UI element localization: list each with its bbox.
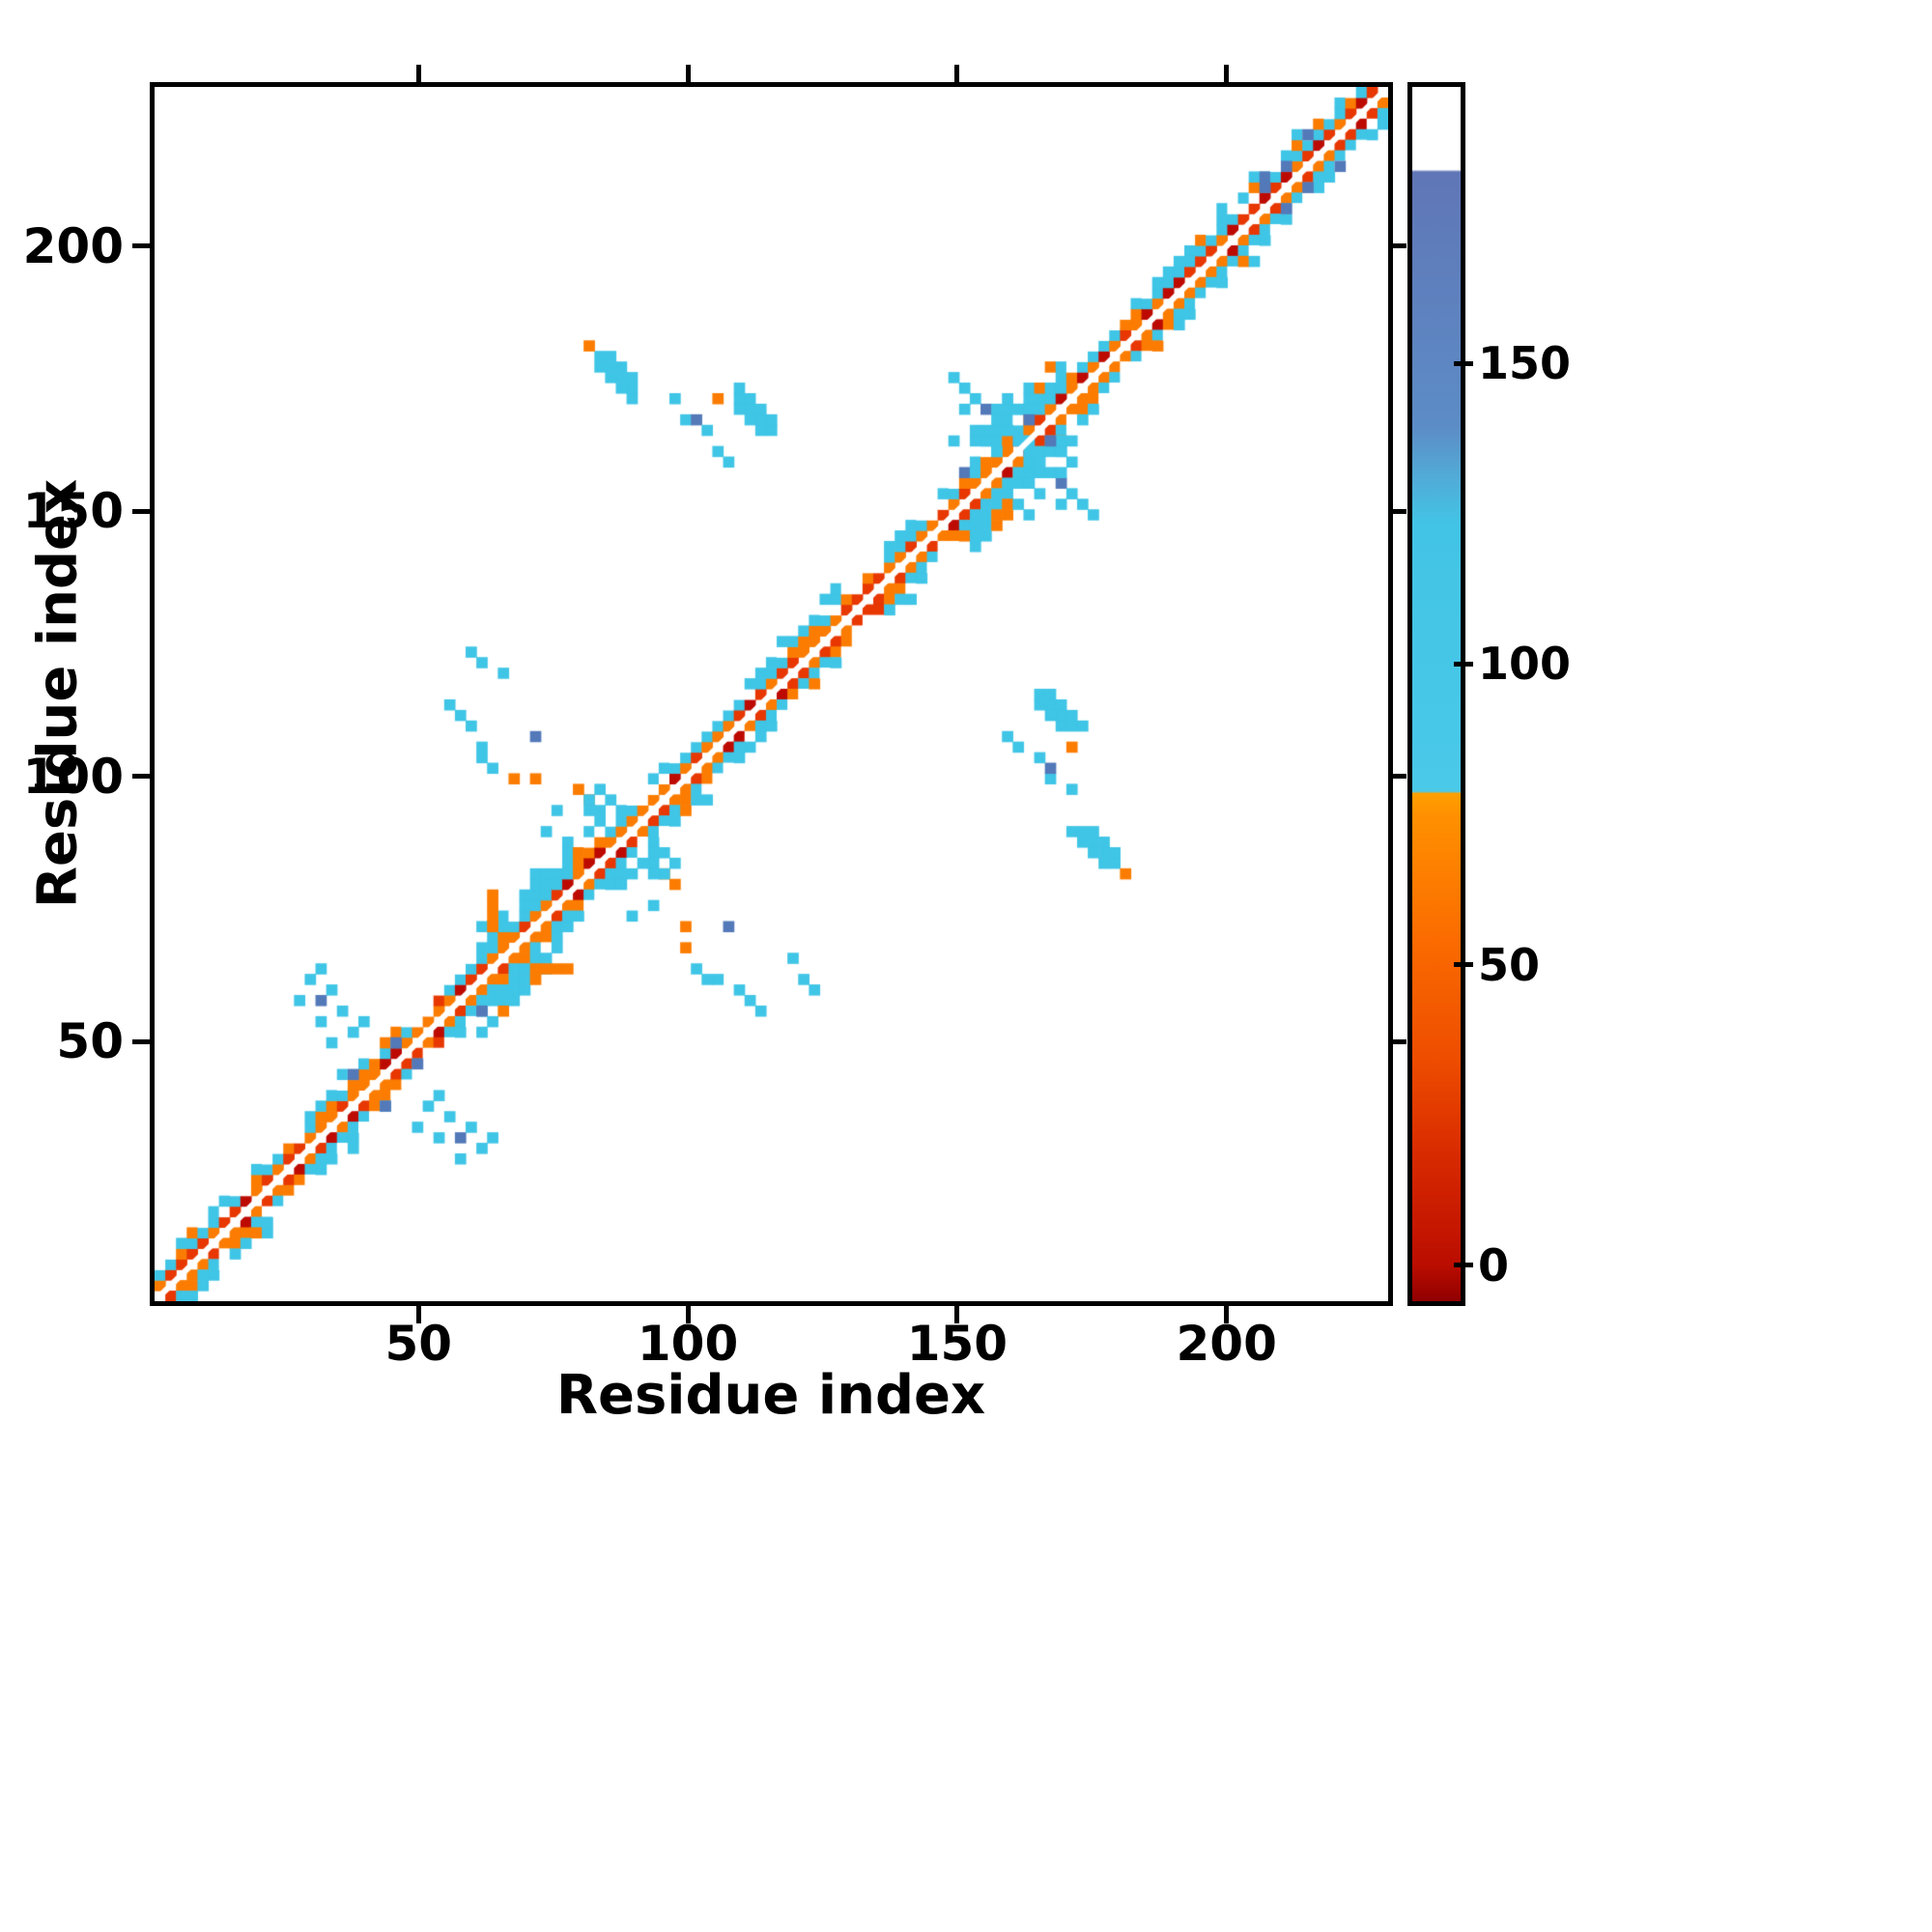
y-tick-mark-right bbox=[1393, 1038, 1406, 1044]
colorbar-tick-label-0: 0 bbox=[1478, 1238, 1510, 1292]
x-tick-mark bbox=[415, 1306, 421, 1323]
x-tick-mark-top bbox=[685, 65, 691, 82]
y-tick-mark-right bbox=[1393, 243, 1406, 249]
x-tick-mark-top bbox=[954, 65, 960, 82]
colorbar-tick-label-50: 50 bbox=[1478, 938, 1541, 991]
y-tick-mark bbox=[132, 1038, 150, 1044]
plot-area bbox=[150, 82, 1393, 1306]
colorbar-tick-mark bbox=[1454, 360, 1473, 366]
x-tick-mark-top bbox=[1224, 65, 1230, 82]
y-axis-label: Residue index bbox=[26, 478, 90, 909]
x-tick-label-50: 50 bbox=[384, 1316, 453, 1372]
y-tick-mark bbox=[132, 508, 150, 514]
x-tick-mark bbox=[685, 1306, 691, 1323]
y-tick-mark bbox=[132, 774, 150, 780]
colorbar-tick-mark bbox=[1454, 1263, 1473, 1268]
colorbar-tick-label-100: 100 bbox=[1478, 638, 1572, 691]
x-tick-label-100: 100 bbox=[637, 1316, 739, 1372]
y-tick-label-50: 50 bbox=[56, 1013, 124, 1070]
x-tick-label-200: 200 bbox=[1176, 1316, 1277, 1372]
y-tick-label-200: 200 bbox=[22, 217, 124, 274]
colorbar-tick-mark bbox=[1454, 661, 1473, 667]
x-tick-mark bbox=[954, 1306, 960, 1323]
y-tick-label-100: 100 bbox=[22, 748, 124, 805]
colorbar-tick-mark bbox=[1454, 962, 1473, 968]
y-tick-mark bbox=[132, 243, 150, 249]
colorbar-tick-label-150: 150 bbox=[1478, 337, 1572, 390]
x-tick-mark bbox=[1224, 1306, 1230, 1323]
contact-map-canvas bbox=[155, 87, 1388, 1301]
x-tick-mark-top bbox=[415, 65, 421, 82]
y-tick-mark-right bbox=[1393, 508, 1406, 514]
colorbar bbox=[1407, 82, 1465, 1306]
x-tick-label-150: 150 bbox=[906, 1316, 1009, 1372]
x-axis-label: Residue index bbox=[555, 1364, 986, 1427]
colorbar-gradient bbox=[1412, 87, 1461, 1301]
y-tick-mark-right bbox=[1393, 774, 1406, 780]
y-tick-label-150: 150 bbox=[22, 483, 124, 540]
